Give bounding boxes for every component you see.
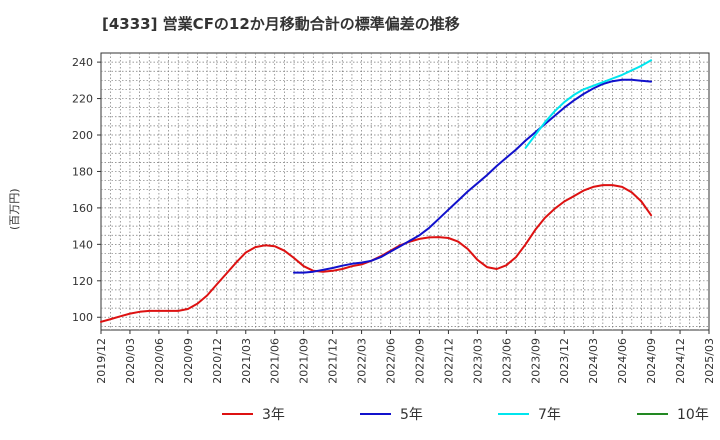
x-tick-label: 2024/03 — [587, 338, 600, 384]
x-tick-label: 2019/12 — [95, 338, 108, 384]
x-tick-label: 2022/06 — [385, 338, 398, 384]
series-lines — [100, 59, 653, 323]
y-tick-label: 160 — [72, 202, 93, 215]
series-line-1 — [293, 78, 653, 274]
x-tick-label: 2021/03 — [240, 338, 253, 384]
legend: 3年 5年 7年 10年 — [222, 407, 709, 423]
y-tick-label: 240 — [72, 56, 93, 69]
x-axis: 2019/12 2020/03 2020/06 2020/09 2020/12 2021/… — [95, 330, 716, 384]
x-tick-label: 2021/12 — [327, 338, 340, 384]
legend-label: 7年 — [538, 407, 561, 423]
y-tick-label: 100 — [72, 311, 93, 324]
grid — [101, 53, 709, 330]
x-tick-label: 2022/09 — [413, 338, 426, 384]
y-axis: 100 120 140 160 180 200 220 240 — [72, 56, 101, 324]
x-tick-label: 2024/09 — [645, 338, 658, 384]
x-tick-label: 2023/09 — [529, 338, 542, 384]
y-tick-label: 200 — [72, 129, 93, 142]
y-tick-label: 180 — [72, 165, 93, 178]
y-tick-label: 220 — [72, 93, 93, 106]
x-tick-label: 2023/06 — [500, 338, 513, 384]
legend-label: 3年 — [262, 407, 285, 423]
x-tick-label: 2024/06 — [616, 338, 629, 384]
x-tick-label: 2022/12 — [442, 338, 455, 384]
x-tick-label: 2023/12 — [558, 338, 571, 384]
legend-label: 10年 — [677, 407, 709, 423]
x-tick-label: 2020/03 — [124, 338, 137, 384]
x-tick-label: 2020/12 — [211, 338, 224, 384]
x-tick-label: 2025/03 — [703, 338, 716, 384]
y-tick-label: 120 — [72, 275, 93, 288]
plot-area — [100, 52, 710, 331]
y-tick-label: 140 — [72, 238, 93, 251]
series-line-2 — [524, 59, 653, 149]
x-tick-label: 2021/06 — [269, 338, 282, 384]
x-tick-label: 2020/06 — [153, 338, 166, 384]
x-tick-label: 2024/12 — [674, 338, 687, 384]
legend-label: 5年 — [400, 407, 423, 423]
x-tick-label: 2023/03 — [471, 338, 484, 384]
chart-title: [4333] 営業CFの12か月移動合計の標準偏差の推移 — [102, 15, 460, 33]
x-tick-label: 2021/09 — [298, 338, 311, 384]
x-tick-label: 2020/09 — [182, 338, 195, 384]
x-tick-label: 2022/03 — [356, 338, 369, 384]
